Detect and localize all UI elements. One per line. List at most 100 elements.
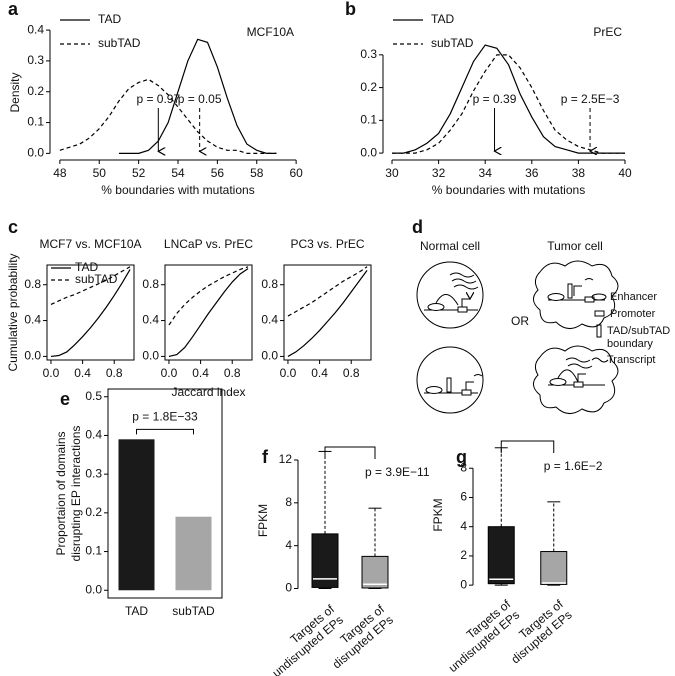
data-line <box>168 268 249 358</box>
y-tick-label: 0.0 <box>360 145 377 159</box>
significance-bracket <box>324 446 376 459</box>
x-tick-label: 0.8 <box>224 366 241 380</box>
chart-label: PrEC <box>593 25 622 39</box>
chart-title: MCF7 vs. MCF10A <box>39 237 141 251</box>
x-tick-label: 0.4 <box>74 366 91 380</box>
y-tick-label: 6 <box>460 490 467 504</box>
y-tick-label: 0.4 <box>261 313 278 327</box>
x-tick-label: 0.4 <box>192 366 209 380</box>
y-axis-label: FPKM <box>431 498 445 531</box>
y-tick-label: 8 <box>460 460 467 474</box>
annotation: p = 0.39 <box>473 92 517 106</box>
data-line <box>50 266 131 305</box>
y-axis-label: Proportaion of domains <box>54 431 68 555</box>
x-tick-label: 30 <box>385 166 399 180</box>
x-tick-label: 0.8 <box>106 366 123 380</box>
x-tick-label: 56 <box>211 166 225 180</box>
panel-letter: f <box>262 447 269 467</box>
y-tick-label: 0.8 <box>142 277 159 291</box>
diagram-label: Tumor cell <box>547 239 603 253</box>
legend-label: Enhancer <box>610 291 657 303</box>
y-tick-label: 0.8 <box>261 277 278 291</box>
panel-letter: c <box>8 217 18 237</box>
x-tick-label: 0.0 <box>43 366 60 380</box>
y-tick-label: 0.0 <box>261 349 278 363</box>
x-tick-label: 60 <box>289 166 303 180</box>
legend-label: Promoter <box>610 308 656 320</box>
annotation: p = 3.9E−11 <box>365 465 430 479</box>
plot-frame <box>283 264 372 361</box>
legend-label: subTAD <box>98 36 141 50</box>
chart-label: MCF10A <box>247 25 294 39</box>
y-tick-label: 4 <box>460 519 467 533</box>
x-tick-label: 48 <box>53 166 67 180</box>
y-tick-label: 0.0 <box>142 349 159 363</box>
annotation: p = 0.97 <box>136 92 180 106</box>
legend-label: TAD <box>431 12 454 26</box>
bar <box>175 516 212 591</box>
y-tick-label: 0.1 <box>360 113 377 127</box>
x-tick-label: 0.0 <box>161 366 178 380</box>
x-tick-label: 0.8 <box>343 366 360 380</box>
legend-label: Transcript <box>607 354 656 366</box>
annotation: p = 0.05 <box>178 92 222 106</box>
x-tick-label: subTAD <box>172 604 215 618</box>
x-tick-label: 52 <box>132 166 146 180</box>
chart-title: LNCaP vs. PrEC <box>164 237 253 251</box>
plot-frame <box>164 264 253 361</box>
y-tick-label: 0.4 <box>142 313 159 327</box>
annotation: p = 2.5E−3 <box>561 92 620 106</box>
y-tick-label: 0.4 <box>85 428 102 442</box>
significance-bracket <box>500 440 555 453</box>
data-line <box>118 38 277 154</box>
y-tick-label: 0 <box>285 581 292 595</box>
y-tick-label: 0.0 <box>27 146 44 160</box>
y-tick-label: 2 <box>460 548 467 562</box>
y-tick-label: 0.1 <box>27 115 44 129</box>
significance-bracket <box>136 428 194 435</box>
x-tick-label: 40 <box>618 166 632 180</box>
panel-letter: e <box>60 389 70 409</box>
y-tick-label: 0.5 <box>85 389 102 403</box>
y-tick-label: 0.2 <box>360 80 377 94</box>
y-tick-label: 0.3 <box>360 47 377 61</box>
panel-letter: b <box>345 0 356 19</box>
diagram-label: OR <box>511 314 529 328</box>
annotation: p = 1.6E−2 <box>544 459 603 473</box>
x-tick-label: 34 <box>479 166 493 180</box>
y-tick-label: 0.0 <box>24 349 41 363</box>
box <box>361 555 389 589</box>
bar <box>118 439 155 591</box>
y-tick-label: 0.8 <box>24 277 41 291</box>
plot-frame <box>107 388 223 599</box>
annotation: p = 1.8E−33 <box>132 409 198 423</box>
box <box>540 551 568 585</box>
y-axis-label: FPKM <box>256 504 270 537</box>
x-tick-label: 0.0 <box>280 366 297 380</box>
y-axis-label: disrupting EP interactions <box>69 426 83 562</box>
y-tick-label: 0.3 <box>85 466 102 480</box>
panel-letter: g <box>456 447 467 467</box>
y-tick-label: 0.4 <box>27 22 44 36</box>
x-tick-label: 38 <box>572 166 586 180</box>
legend-label: boundary <box>607 338 653 350</box>
legend-label: TAD/subTAD <box>607 325 670 337</box>
x-tick-label: 0.4 <box>311 366 328 380</box>
x-tick-label: 50 <box>93 166 107 180</box>
x-tick-label: 54 <box>171 166 185 180</box>
x-tick-label: 36 <box>525 166 539 180</box>
tumor-cell <box>533 345 619 414</box>
data-line <box>168 266 249 326</box>
cell <box>416 261 484 329</box>
plot-frame <box>46 264 135 361</box>
x-axis-label: Jaccard index <box>171 385 245 399</box>
y-axis-label: Density <box>8 72 22 112</box>
y-tick-label: 0.3 <box>27 53 44 67</box>
y-tick-label: 0.2 <box>27 84 44 98</box>
y-tick-label: 12 <box>279 452 293 466</box>
tumor-cell <box>533 260 619 329</box>
data-line <box>391 44 626 154</box>
cell <box>416 346 484 414</box>
